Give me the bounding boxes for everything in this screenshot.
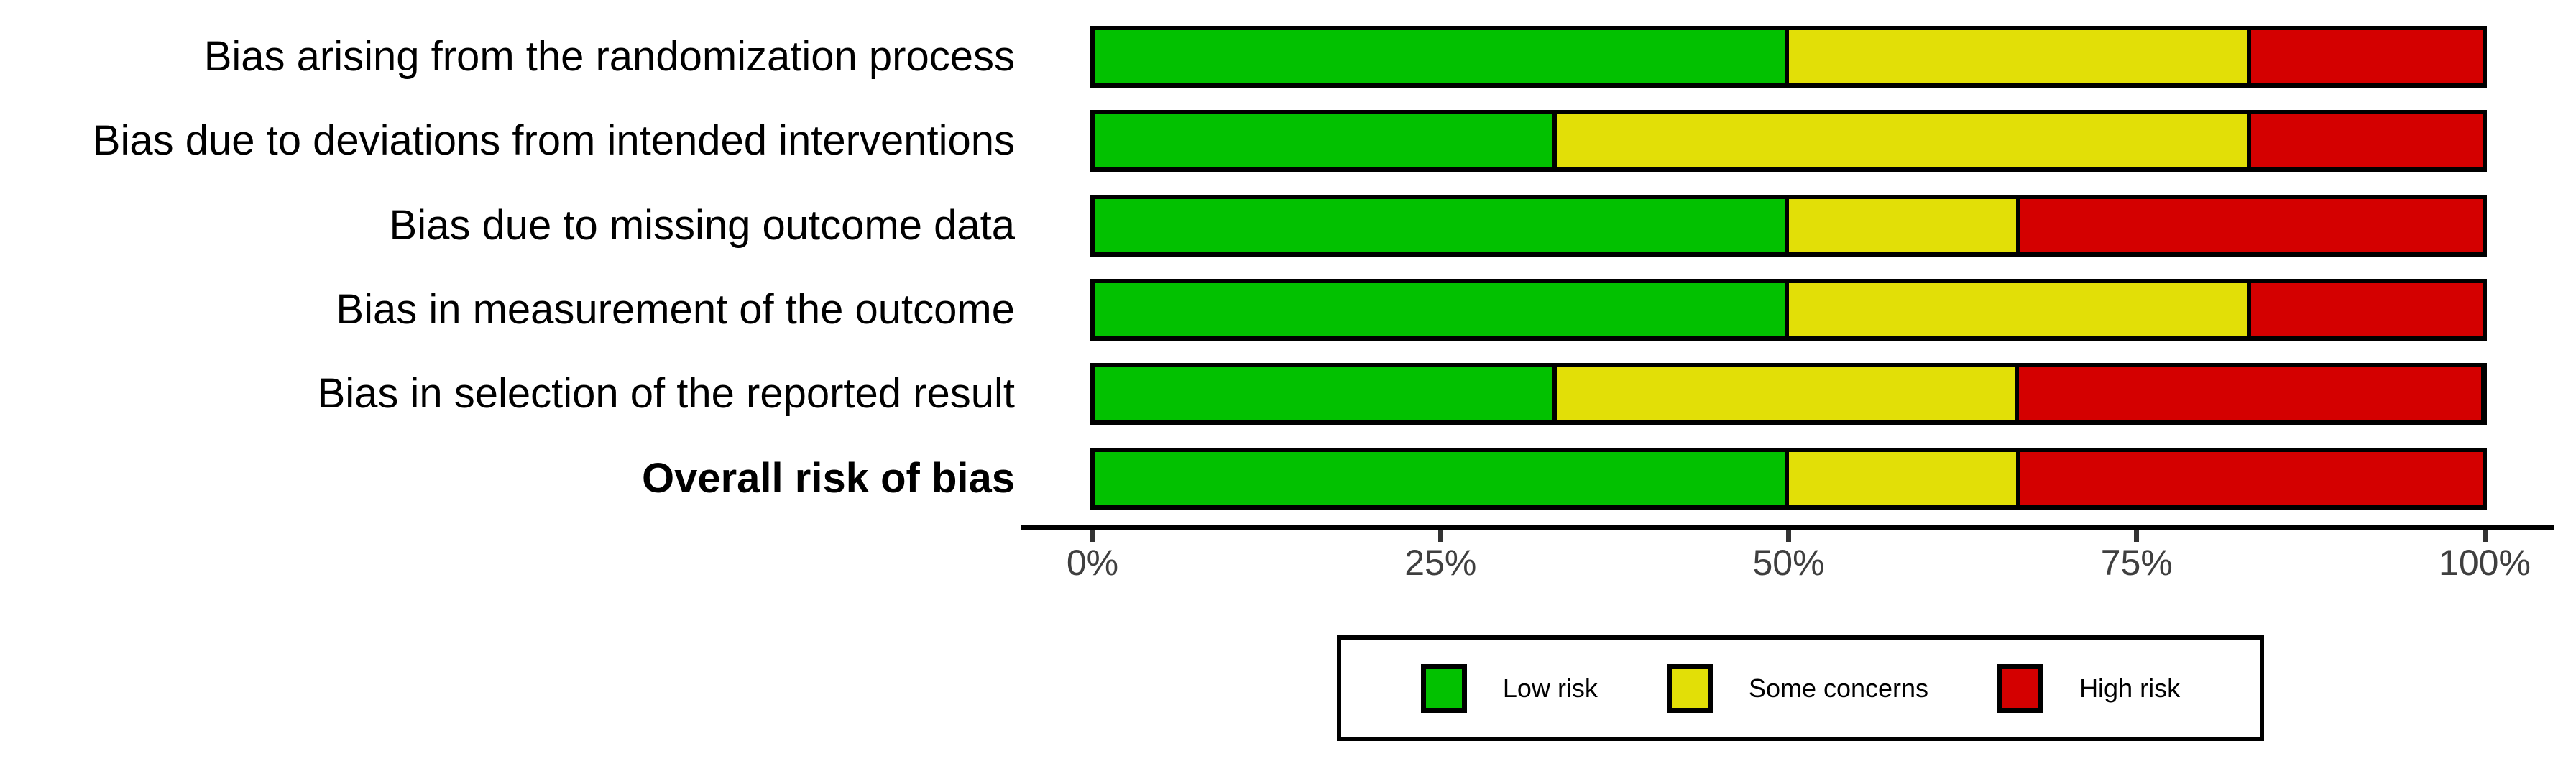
category-label-bias-in-selection-of-the-reported-result: Bias in selection of the reported result — [317, 370, 1015, 418]
legend-item-high-risk: High risk — [1997, 663, 2181, 713]
category-label-bias-due-to-missing-outcome-data: Bias due to missing outcome data — [389, 201, 1015, 249]
bar-segment-high-risk — [2020, 198, 2483, 252]
legend-box: Low risk Some concerns High risk — [1337, 635, 2264, 741]
x-axis-tick-label-0: 0% — [1066, 543, 1119, 583]
x-axis-tick-label-100: 100% — [2439, 543, 2531, 583]
x-axis-tick-0 — [1090, 530, 1095, 542]
x-axis-line — [1021, 525, 2554, 530]
legend-label-some-concerns: Some concerns — [1748, 673, 1929, 703]
x-axis-tick-100 — [2482, 530, 2488, 542]
bar-segment-high-risk — [2250, 30, 2483, 83]
bar-segment-some-concerns — [1557, 114, 2251, 168]
bar-segment-low-risk — [1095, 114, 1558, 168]
legend-key-some-concerns-swatch — [1666, 663, 1713, 713]
bar-row-overall-risk-of-bias — [1090, 447, 2487, 510]
bar-row-bias-in-measurement-of-the-outcome — [1090, 278, 2487, 341]
bar-segment-some-concerns — [1788, 198, 2020, 252]
bar-segment-high-risk — [2250, 114, 2483, 168]
bar-row-bias-in-selection-of-the-reported-result — [1090, 363, 2487, 425]
legend-label-low-risk: Low risk — [1502, 673, 1598, 703]
category-label-bias-arising-from-the-randomization-process: Bias arising from the randomization proc… — [203, 33, 1015, 80]
bar-segment-some-concerns — [1788, 451, 2020, 505]
bar-segment-low-risk — [1095, 451, 1789, 505]
bar-segment-some-concerns — [1557, 367, 2020, 421]
bar-segment-some-concerns — [1788, 282, 2251, 336]
bar-segment-low-risk — [1095, 282, 1789, 336]
bar-row-bias-due-to-deviations-from-intended-interventions — [1090, 110, 2487, 172]
category-label-bias-in-measurement-of-the-outcome: Bias in measurement of the outcome — [336, 285, 1015, 333]
x-axis-tick-25 — [1438, 530, 1443, 542]
bar-segment-low-risk — [1095, 198, 1789, 252]
legend-key-high-risk-swatch — [1997, 663, 2044, 713]
legend-label-high-risk: High risk — [2079, 673, 2181, 703]
x-axis-tick-label-25: 25% — [1404, 543, 1477, 583]
bar-segment-high-risk — [2020, 451, 2483, 505]
bar-segment-high-risk — [2019, 367, 2482, 421]
category-label-bias-due-to-deviations-from-intended-interventions: Bias due to deviations from intended int… — [92, 117, 1015, 165]
bar-segment-high-risk — [2250, 282, 2483, 336]
legend-item-low-risk: Low risk — [1420, 663, 1598, 713]
legend-item-some-concerns: Some concerns — [1666, 663, 1929, 713]
x-axis-tick-label-75: 75% — [2100, 543, 2173, 583]
bar-row-bias-arising-from-the-randomization-process — [1090, 26, 2487, 88]
x-axis-tick-50 — [1786, 530, 1791, 542]
category-label-overall-risk-of-bias: Overall risk of bias — [641, 454, 1015, 502]
bar-segment-low-risk — [1095, 367, 1558, 421]
x-axis-tick-75 — [2134, 530, 2140, 542]
x-axis-tick-label-50: 50% — [1752, 543, 1825, 583]
bar-segment-some-concerns — [1788, 30, 2251, 83]
bar-row-bias-due-to-missing-outcome-data — [1090, 194, 2487, 257]
bar-segment-low-risk — [1095, 30, 1789, 83]
legend-key-low-risk-swatch — [1420, 663, 1467, 713]
